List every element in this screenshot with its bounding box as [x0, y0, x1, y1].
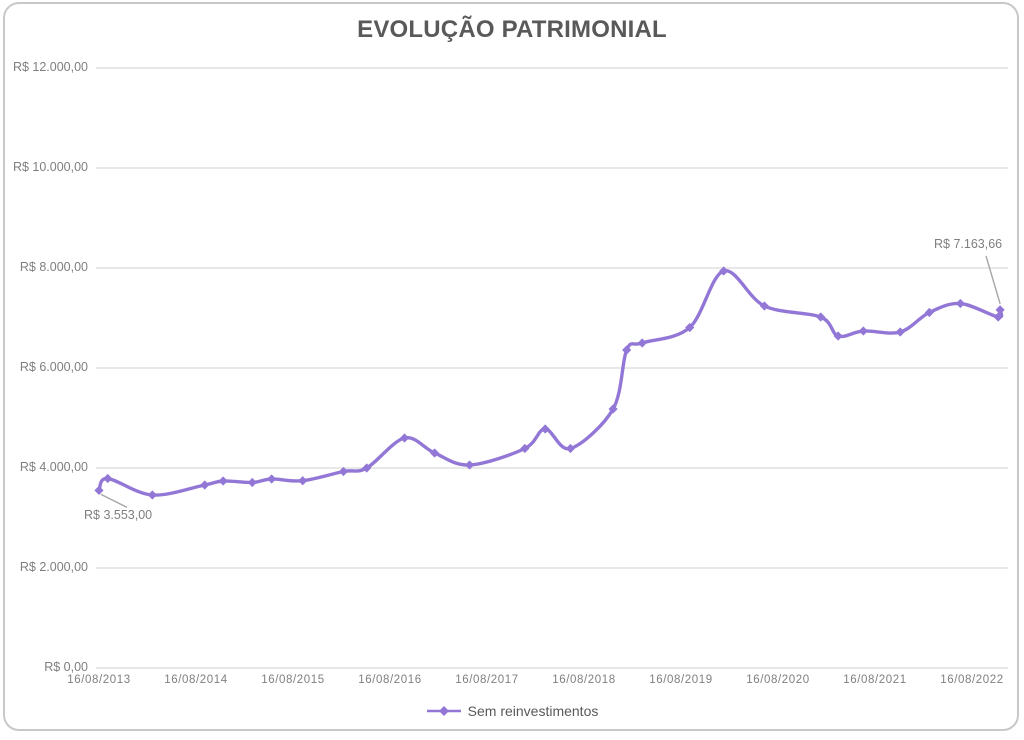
y-axis-tick-label: R$ 8.000,00	[19, 260, 88, 274]
data-point-marker	[719, 266, 729, 276]
data-point-marker	[759, 301, 770, 311]
data-point-marker	[147, 490, 157, 500]
data-point-marker	[993, 312, 1003, 322]
data-point-marker	[637, 338, 647, 348]
data-point-marker	[218, 476, 228, 486]
callout-line-start	[100, 493, 128, 508]
x-axis-tick-label: 16/08/2021	[843, 674, 907, 686]
data-point-marker	[247, 477, 257, 488]
data-point-marker	[816, 312, 826, 322]
data-point-marker	[540, 424, 550, 434]
data-point-marker	[338, 466, 349, 477]
data-point-marker	[622, 345, 632, 355]
x-axis-tick-label: 16/08/2019	[649, 674, 713, 686]
data-point-marker	[565, 443, 576, 454]
data-point-marker	[298, 476, 308, 486]
data-point-marker	[995, 305, 1005, 315]
x-axis-tick-label: 16/08/2022	[940, 674, 1004, 686]
data-point-marker	[94, 485, 104, 495]
data-point-marker	[520, 443, 530, 454]
y-axis-tick-label: R$ 6.000,00	[19, 360, 88, 374]
data-point-marker	[924, 307, 934, 318]
y-axis-tick-label: R$ 0,00	[44, 660, 88, 674]
x-axis-tick-label: 16/08/2014	[164, 674, 228, 686]
data-point-marker	[608, 404, 618, 414]
data-point-marker	[362, 463, 372, 473]
legend-label: Sem reinvestimentos	[467, 703, 599, 719]
data-point-marker	[103, 473, 113, 484]
data-point-marker	[685, 322, 695, 333]
data-point-marker	[464, 460, 475, 470]
data-point-marker	[430, 448, 440, 458]
legend: Sem reinvestimentos	[0, 703, 1024, 719]
callout-line-end	[985, 255, 1001, 305]
y-axis-tick-label: R$ 12.000,00	[12, 60, 88, 74]
data-label-end: R$ 7.163,66	[934, 237, 1003, 251]
data-point-marker	[833, 331, 843, 341]
y-axis-tick-label: R$ 4.000,00	[19, 460, 88, 474]
data-point-marker	[955, 298, 965, 309]
series-line	[97, 269, 1004, 497]
legend-line-marker-icon	[426, 706, 461, 716]
x-axis-tick-label: 16/08/2016	[358, 674, 422, 686]
x-axis-tick-label: 16/08/2015	[261, 674, 325, 686]
x-axis-tick-label: 16/08/2017	[455, 674, 519, 686]
x-axis-tick-label: 16/08/2020	[746, 674, 810, 686]
x-axis-tick-label: 16/08/2018	[552, 674, 616, 686]
chart-title: EVOLUÇÃO PATRIMONIAL	[357, 16, 667, 43]
y-axis-tick-label: R$ 10.000,00	[12, 160, 88, 174]
data-point-marker	[858, 326, 868, 336]
data-label-start: R$ 3.553,00	[84, 508, 153, 522]
data-point-marker	[895, 327, 905, 337]
y-axis-tick-label: R$ 2.000,00	[19, 560, 88, 574]
data-point-marker	[200, 480, 210, 490]
chart-card	[3, 2, 1019, 731]
data-point-marker	[267, 474, 277, 484]
data-point-marker	[399, 433, 410, 443]
x-axis-tick-label: 16/08/2013	[67, 674, 131, 686]
